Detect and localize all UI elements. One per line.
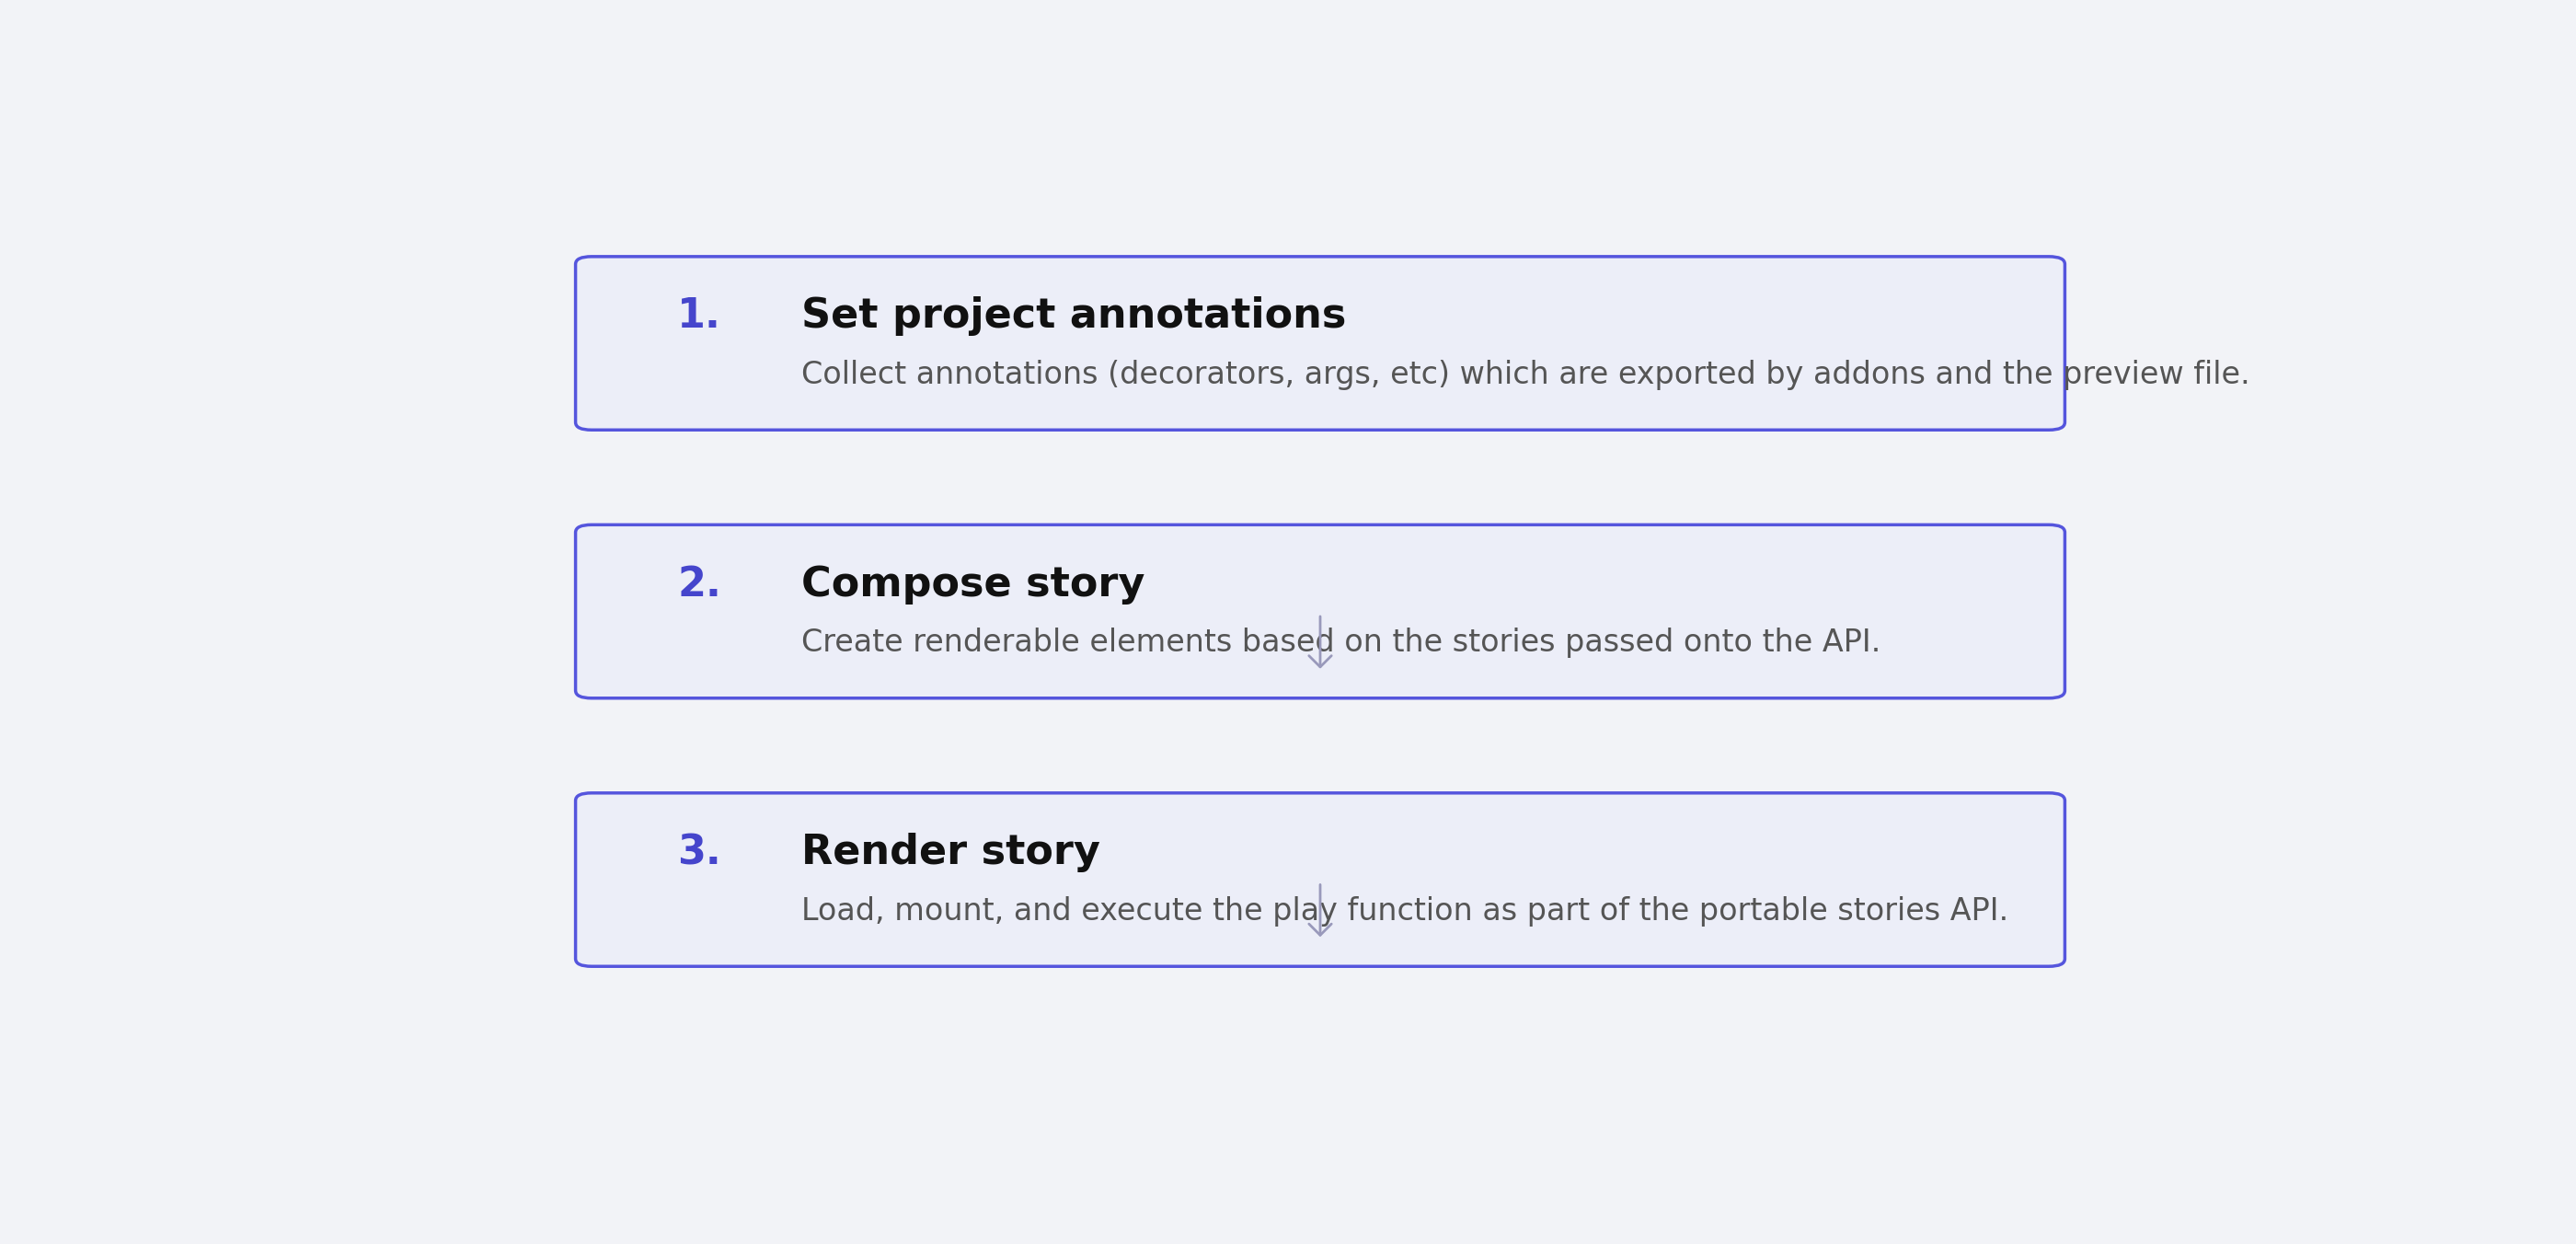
Text: 2.: 2. <box>677 565 721 605</box>
Text: Collect annotations (decorators, args, etc) which are exported by addons and the: Collect annotations (decorators, args, e… <box>801 360 2249 391</box>
Text: Create renderable elements based on the stories passed onto the API.: Create renderable elements based on the … <box>801 628 1880 658</box>
Text: Compose story: Compose story <box>801 565 1144 605</box>
FancyBboxPatch shape <box>574 525 2066 698</box>
FancyBboxPatch shape <box>574 792 2066 967</box>
Text: 1.: 1. <box>677 296 721 336</box>
Text: 3.: 3. <box>677 833 721 872</box>
Text: Load, mount, and execute the play function as part of the portable stories API.: Load, mount, and execute the play functi… <box>801 896 2009 927</box>
Text: Render story: Render story <box>801 833 1100 872</box>
Text: Set project annotations: Set project annotations <box>801 296 1347 336</box>
FancyBboxPatch shape <box>574 256 2066 430</box>
